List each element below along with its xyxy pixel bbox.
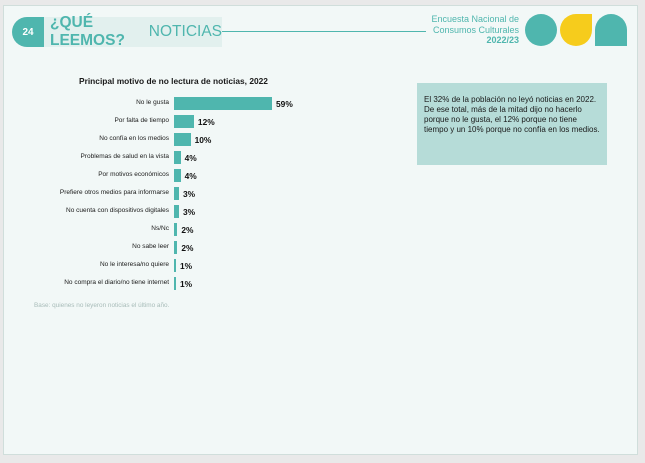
bar-label: No confía en los medios (99, 135, 169, 142)
callout-text: El 32% de la población no leyó noticias … (424, 95, 600, 134)
section-title: ¿QUÉ LEEMOS? NOTICIAS (44, 14, 222, 49)
section-title-strong: ¿QUÉ LEEMOS? (50, 14, 125, 49)
bar (174, 115, 194, 128)
bar-label: No le gusta (136, 99, 169, 106)
bar-value-label: 10% (194, 135, 212, 145)
bar-value-label: 3% (182, 189, 196, 199)
bar (174, 259, 176, 272)
bar-value-label: 3% (182, 207, 196, 217)
bar-value-label: 2% (181, 225, 194, 235)
survey-year: 2022/23 (486, 35, 519, 45)
bar (174, 133, 191, 146)
bar-value-label: 1% (180, 279, 193, 289)
header-rule (222, 31, 426, 32)
section-title-light: NOTICIAS (148, 23, 222, 40)
callout-box: El 32% de la población no leyó noticias … (417, 83, 607, 165)
bar-label: No le interesa/no quiere (99, 261, 169, 268)
bar-value-label: 4% (184, 171, 197, 181)
bar-label: No compra el diario/no tiene internet (64, 279, 169, 286)
bar-label: No sabe leer (132, 243, 169, 250)
page-number-badge: 24 (12, 17, 44, 47)
bar-value-label: 1% (180, 261, 193, 271)
bar-label: Por falta de tiempo (114, 117, 169, 124)
logo-circle-shape (525, 14, 557, 46)
bar-value-label: 4% (184, 153, 197, 163)
survey-name: Encuesta Nacional de Consumos Culturales… (431, 14, 519, 46)
survey-line-1: Encuesta Nacional de (431, 14, 519, 24)
survey-line-2: Consumos Culturales (432, 24, 519, 35)
bar-value-label: 12% (197, 117, 215, 127)
page-number: 24 (22, 26, 34, 38)
chart-title: Principal motivo de no lectura de notici… (79, 76, 268, 86)
chart-footnote: Base: quienes no leyeron noticias el últ… (34, 302, 170, 309)
bar (174, 97, 272, 110)
bar-value-label: 2% (181, 243, 194, 253)
bar (174, 205, 179, 218)
bar-label: Ns/Nc (151, 225, 169, 232)
logo-drop-shape (560, 14, 592, 46)
bar-label: Prefiere otros medios para informarse (59, 189, 169, 196)
bar (174, 151, 181, 164)
bar (174, 223, 178, 236)
bar-label: Por motivos económicos (98, 171, 169, 178)
bar-label: No cuenta con dispositivos digitales (66, 207, 169, 214)
bar (174, 241, 178, 254)
bar (174, 187, 179, 200)
report-page (3, 5, 638, 455)
logo-arch-shape (595, 14, 627, 46)
bar (174, 277, 176, 290)
bar (174, 169, 181, 182)
bar-label: Problemas de salud en la vista (80, 153, 169, 160)
bar-value-label: 59% (276, 99, 293, 109)
